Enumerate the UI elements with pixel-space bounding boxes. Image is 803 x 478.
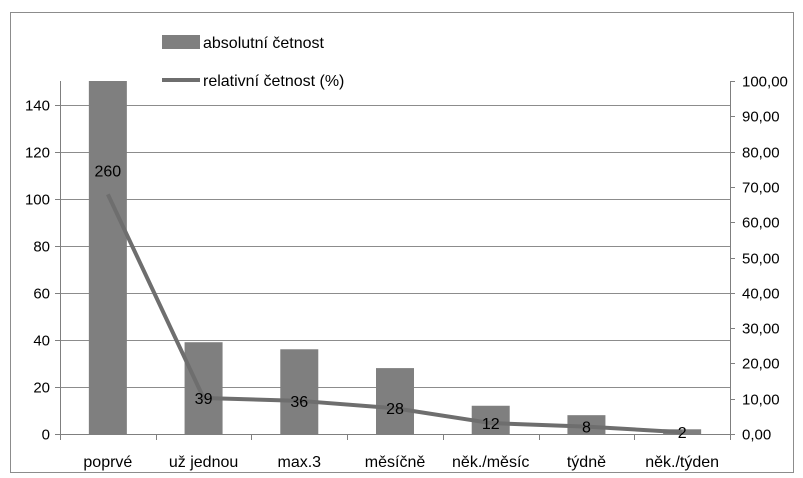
left-tick-label: 100 xyxy=(25,192,50,209)
bar xyxy=(184,342,223,434)
right-tick-label: 20,00 xyxy=(742,356,780,373)
left-tick-label: 20 xyxy=(33,380,50,397)
right-tick-label: 10,00 xyxy=(742,392,780,409)
right-tick-label: 90,00 xyxy=(742,109,780,126)
data-label: 39 xyxy=(195,391,213,408)
bar xyxy=(376,368,414,434)
bar-series xyxy=(88,81,702,434)
data-labels: 260 39 36 28 12 8 2 xyxy=(95,163,687,442)
relative-frequency-line xyxy=(106,193,683,435)
category-label: už jednou xyxy=(169,454,238,471)
data-label: 260 xyxy=(95,163,122,180)
legend-label-bar: absolutní četnost xyxy=(203,35,325,52)
data-label: 2 xyxy=(678,425,687,442)
legend-swatch-bar xyxy=(162,35,200,49)
legend: absolutní četnost relativní četnost (%) xyxy=(162,35,344,90)
right-tick-label: 100,00 xyxy=(742,74,788,91)
right-tick-label: 0,00 xyxy=(742,427,771,444)
right-tick-label: 80,00 xyxy=(742,145,780,162)
legend-label-line: relativní četnost (%) xyxy=(203,73,344,90)
data-label: 8 xyxy=(582,420,591,437)
data-label: 36 xyxy=(290,394,308,411)
right-tick-label: 70,00 xyxy=(742,180,780,197)
category-label: něk./měsíc xyxy=(452,454,529,471)
left-tick-label: 40 xyxy=(33,333,50,350)
category-label: týdně xyxy=(567,454,606,471)
axes: 0 20 40 60 80 100 120 140 0,00 10,00 20,00 30,00 40,… xyxy=(25,74,788,472)
bar xyxy=(88,81,127,434)
right-tick-label: 60,00 xyxy=(742,215,780,232)
left-tick-label: 60 xyxy=(33,286,50,303)
data-label: 28 xyxy=(386,401,404,418)
category-label: max.3 xyxy=(277,454,321,471)
category-label: poprvé xyxy=(83,454,132,471)
category-label: něk./týden xyxy=(645,454,719,471)
left-tick-label: 140 xyxy=(25,98,50,115)
bar xyxy=(280,349,319,434)
right-tick-label: 50,00 xyxy=(742,251,780,268)
left-tick-label: 80 xyxy=(33,239,50,256)
right-tick-label: 30,00 xyxy=(742,321,780,338)
right-tick-label: 40,00 xyxy=(742,286,780,303)
gridlines xyxy=(60,105,730,388)
left-tick-label: 0 xyxy=(42,427,50,444)
left-tick-label: 120 xyxy=(25,145,50,162)
line-series xyxy=(106,193,683,435)
data-label: 12 xyxy=(482,416,500,433)
category-label: měsíčně xyxy=(365,454,426,471)
